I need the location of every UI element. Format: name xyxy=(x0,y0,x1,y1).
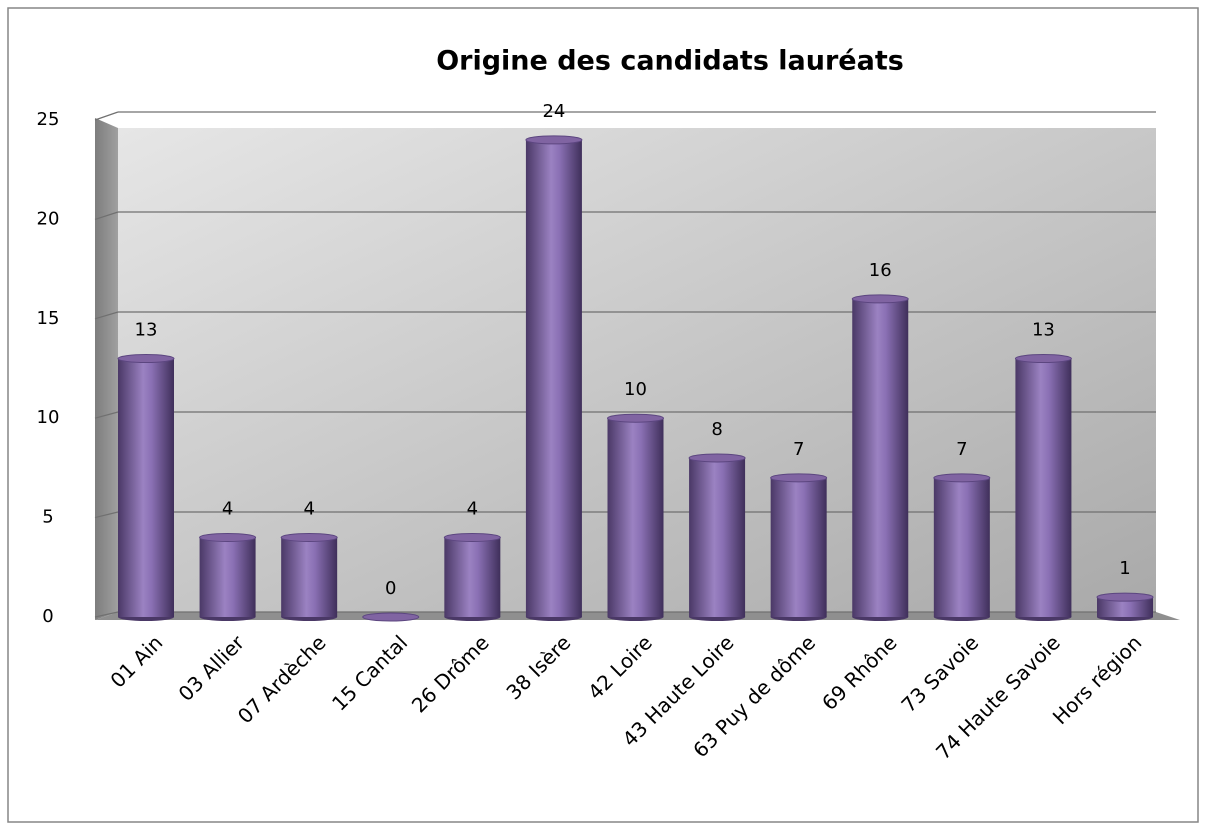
bar xyxy=(1097,597,1153,617)
value-label: 4 xyxy=(222,498,233,519)
side-wall xyxy=(95,118,118,620)
bar xyxy=(525,139,582,617)
grid-line-side xyxy=(94,411,119,419)
bar-top xyxy=(851,294,909,304)
bar xyxy=(770,477,827,617)
bar-top xyxy=(770,473,828,483)
bar-top xyxy=(362,612,420,622)
value-label: 10 xyxy=(624,379,647,400)
grid-line-side xyxy=(94,211,119,220)
bar-top xyxy=(607,413,664,423)
bar-top xyxy=(1096,592,1154,602)
y-tick-label: 25 xyxy=(37,109,60,130)
y-tick-label: 15 xyxy=(37,308,60,329)
y-tick-label: 10 xyxy=(37,407,60,428)
bar xyxy=(281,537,338,617)
bar xyxy=(607,418,664,617)
bar xyxy=(199,537,256,617)
bar xyxy=(689,457,746,617)
chart-title: Origine des candidats lauréats xyxy=(436,46,904,77)
bar xyxy=(933,477,990,617)
value-label: 24 xyxy=(542,101,565,122)
value-label: 7 xyxy=(793,439,804,460)
bar-top xyxy=(443,532,501,542)
value-label: 4 xyxy=(303,498,314,519)
value-label: 16 xyxy=(869,260,892,281)
bar-top xyxy=(199,532,257,542)
value-label: 7 xyxy=(956,439,967,460)
value-label: 1 xyxy=(1119,558,1130,579)
bar xyxy=(444,537,501,617)
y-tick-label: 0 xyxy=(42,606,53,627)
grid-line-side xyxy=(94,611,119,618)
grid-line-side xyxy=(94,111,119,121)
y-tick-label: 20 xyxy=(37,208,60,229)
grid-line-side xyxy=(94,511,119,519)
bar-top xyxy=(525,135,583,145)
value-label: 8 xyxy=(711,419,722,440)
bar-top xyxy=(117,354,175,364)
y-tick-label: 5 xyxy=(42,507,53,528)
value-label: 4 xyxy=(467,498,478,519)
bar xyxy=(852,298,909,617)
bar-top xyxy=(933,473,991,483)
value-label: 13 xyxy=(1032,320,1055,341)
bar-top xyxy=(1014,354,1072,364)
value-label: 0 xyxy=(385,578,396,599)
grid-line-side xyxy=(94,311,119,320)
bar-top xyxy=(688,453,746,463)
value-label: 13 xyxy=(135,320,158,341)
bar xyxy=(1015,358,1072,617)
bar-top xyxy=(280,532,338,542)
bar xyxy=(118,358,174,617)
